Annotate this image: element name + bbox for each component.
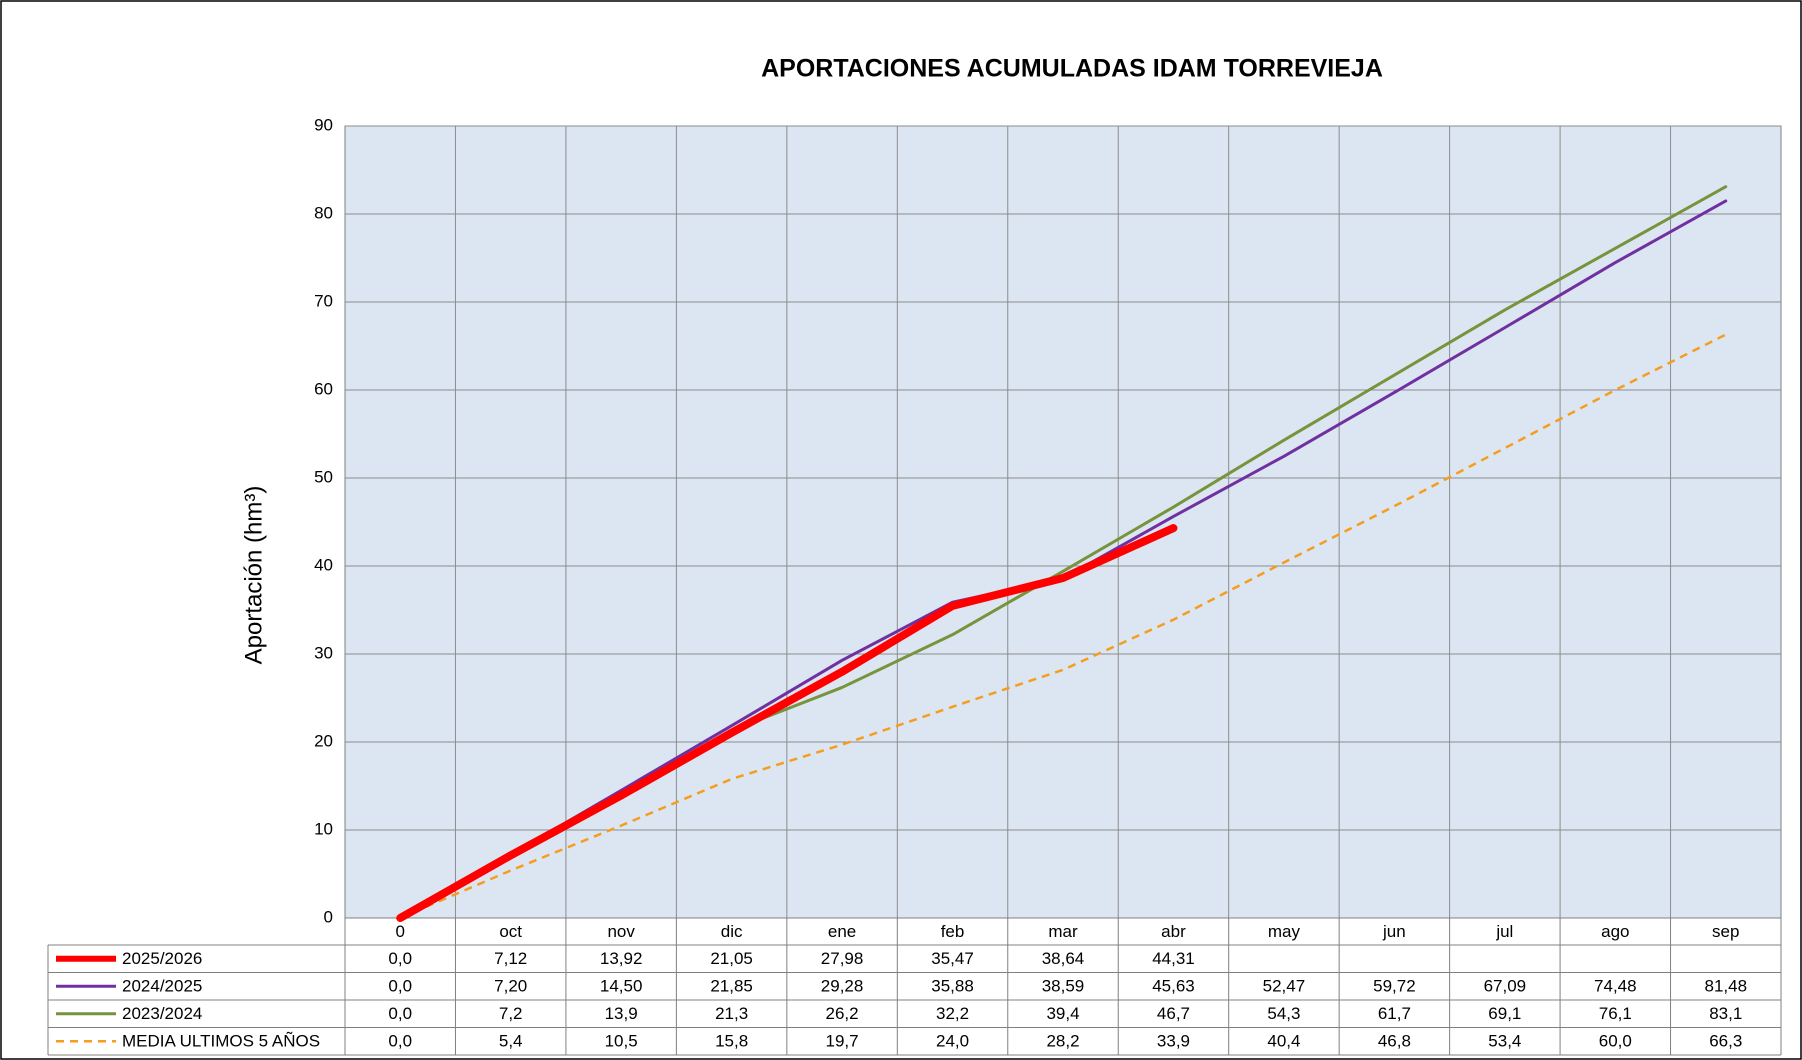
y-tick-label: 90 bbox=[314, 115, 333, 134]
table-value: 60,0 bbox=[1599, 1032, 1632, 1051]
series-line bbox=[399, 333, 1727, 920]
x-tick-label: oct bbox=[499, 922, 522, 941]
y-tick-label: 60 bbox=[314, 379, 333, 398]
table-value: 44,31 bbox=[1152, 949, 1195, 968]
table-value: 66,3 bbox=[1709, 1032, 1742, 1051]
plot-area bbox=[344, 125, 1782, 919]
x-tick-label: ene bbox=[828, 922, 856, 941]
table-value: 46,7 bbox=[1157, 1004, 1190, 1023]
table-value: 15,8 bbox=[715, 1032, 748, 1051]
legend-label: 2024/2025 bbox=[122, 977, 202, 996]
x-tick-label: may bbox=[1268, 922, 1301, 941]
y-tick-label: 80 bbox=[314, 203, 333, 222]
table-value: 52,47 bbox=[1263, 977, 1306, 996]
series-line bbox=[396, 524, 1178, 922]
table-value: 27,98 bbox=[821, 949, 864, 968]
table-value: 0,0 bbox=[388, 1032, 412, 1051]
x-tick-label: dic bbox=[721, 922, 743, 941]
x-tick-label: 0 bbox=[395, 922, 404, 941]
table-value: 7,12 bbox=[494, 949, 527, 968]
table-value: 28,2 bbox=[1046, 1032, 1079, 1051]
table-value: 40,4 bbox=[1267, 1032, 1300, 1051]
table-value: 26,2 bbox=[826, 1004, 859, 1023]
table-value: 74,48 bbox=[1594, 977, 1637, 996]
y-tick-label: 50 bbox=[314, 467, 333, 486]
table-value: 35,47 bbox=[931, 949, 974, 968]
y-tick-label: 0 bbox=[324, 907, 333, 926]
table-value: 21,05 bbox=[710, 949, 753, 968]
table-value: 32,2 bbox=[936, 1004, 969, 1023]
table-value: 38,64 bbox=[1042, 949, 1085, 968]
x-tick-label: nov bbox=[607, 922, 635, 941]
x-tick-label: mar bbox=[1048, 922, 1078, 941]
table-value: 13,9 bbox=[605, 1004, 638, 1023]
y-tick-label: 20 bbox=[314, 731, 333, 750]
table-value: 14,50 bbox=[600, 977, 643, 996]
table-value: 21,85 bbox=[710, 977, 753, 996]
x-tick-label: abr bbox=[1161, 922, 1186, 941]
table-value: 38,59 bbox=[1042, 977, 1085, 996]
table-value: 5,4 bbox=[499, 1032, 523, 1051]
table-value: 19,7 bbox=[826, 1032, 859, 1051]
table-value: 33,9 bbox=[1157, 1032, 1190, 1051]
table-value: 67,09 bbox=[1484, 977, 1527, 996]
legend-label: 2025/2026 bbox=[122, 949, 202, 968]
y-tick-label: 30 bbox=[314, 643, 333, 662]
table-value: 0,0 bbox=[388, 977, 412, 996]
table-value: 35,88 bbox=[931, 977, 974, 996]
x-tick-label: feb bbox=[941, 922, 965, 941]
y-tick-label: 10 bbox=[314, 819, 333, 838]
x-tick-label: jun bbox=[1382, 922, 1406, 941]
table-value: 76,1 bbox=[1599, 1004, 1632, 1023]
table-value: 61,7 bbox=[1378, 1004, 1411, 1023]
table-value: 83,1 bbox=[1709, 1004, 1742, 1023]
chart-title: APORTACIONES ACUMULADAS IDAM TORREVIEJA bbox=[761, 55, 1383, 83]
table-value: 21,3 bbox=[715, 1004, 748, 1023]
table-value: 13,92 bbox=[600, 949, 643, 968]
table-value: 81,48 bbox=[1704, 977, 1747, 996]
table-value: 0,0 bbox=[388, 1004, 412, 1023]
table-value: 59,72 bbox=[1373, 977, 1416, 996]
x-tick-label: jul bbox=[1495, 922, 1513, 941]
table-value: 45,63 bbox=[1152, 977, 1195, 996]
table-value: 7,20 bbox=[494, 977, 527, 996]
x-tick-label: sep bbox=[1712, 922, 1739, 941]
y-tick-label: 70 bbox=[314, 291, 333, 310]
table-value: 39,4 bbox=[1046, 1004, 1079, 1023]
table-value: 29,28 bbox=[821, 977, 864, 996]
y-axis-label: Aportación (hm³) bbox=[240, 486, 267, 665]
table-value: 24,0 bbox=[936, 1032, 969, 1051]
table-value: 46,8 bbox=[1378, 1032, 1411, 1051]
legend-label: MEDIA ULTIMOS 5 AÑOS bbox=[122, 1032, 320, 1051]
table-value: 53,4 bbox=[1488, 1032, 1521, 1051]
y-tick-label: 40 bbox=[314, 555, 333, 574]
table-value: 7,2 bbox=[499, 1004, 523, 1023]
legend-label: 2023/2024 bbox=[122, 1004, 202, 1023]
table-value: 0,0 bbox=[388, 949, 412, 968]
table-value: 10,5 bbox=[605, 1032, 638, 1051]
x-tick-label: ago bbox=[1601, 922, 1629, 941]
table-value: 69,1 bbox=[1488, 1004, 1521, 1023]
table-value: 54,3 bbox=[1267, 1004, 1300, 1023]
